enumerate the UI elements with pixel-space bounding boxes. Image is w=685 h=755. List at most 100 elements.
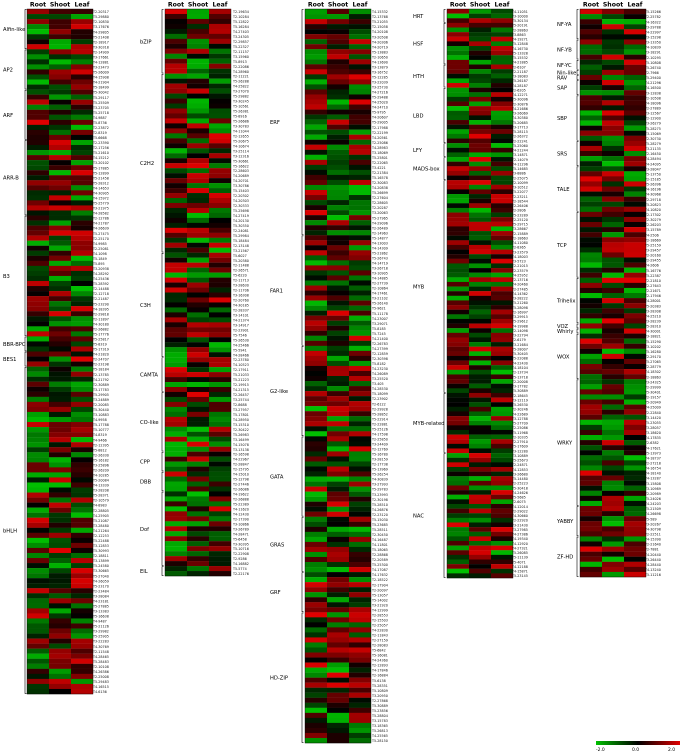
heatmap-cell: [580, 389, 602, 395]
heatmap-cell: [327, 255, 349, 261]
heatmap-cell: [49, 563, 71, 569]
heatmap-cell: [71, 542, 93, 549]
heatmap-cell: [209, 287, 231, 293]
heatmap-cell: [165, 33, 187, 39]
heatmap-cell: [187, 456, 209, 462]
heatmap-cell: [602, 196, 624, 202]
heatmap-cell: [469, 27, 491, 33]
heatmap-cell: [305, 386, 327, 392]
gene-id-label: T5-17776: [92, 332, 109, 336]
family-label: Trihelix: [556, 299, 575, 305]
gene-id-label: T2-12893: [371, 664, 388, 668]
heatmap-cell: [447, 383, 469, 389]
heatmap-cell: [187, 173, 209, 179]
gene-id-label: T5-4071: [511, 560, 526, 564]
heatmap-cell: [209, 352, 231, 358]
heatmap-cell: [71, 416, 93, 423]
heatmap-cell: [187, 193, 209, 199]
heatmap-cell: [165, 13, 187, 20]
gene-id-label: T5-29005: [371, 121, 388, 125]
heatmap-cell: [71, 286, 93, 292]
heatmap-cell: [624, 181, 646, 187]
gene-id-label: T5-25817: [92, 338, 109, 342]
heatmap-cell: [491, 476, 513, 482]
heatmap-cell: [305, 179, 327, 186]
heatmap-cell: [349, 406, 371, 412]
heatmap-cell: [327, 24, 349, 30]
gene-id-label: T2-16598: [232, 453, 249, 457]
heatmap-cell: [49, 19, 71, 25]
heatmap-cell: [187, 43, 209, 49]
gene-id-label: T5-29984: [232, 234, 249, 238]
gene-id-label: T2-23211: [511, 195, 528, 199]
heatmap-cell: [580, 556, 602, 562]
heatmap-cell: [49, 351, 71, 357]
heatmap-cell: [49, 29, 71, 35]
heatmap-cell: [187, 406, 209, 413]
heatmap-cell: [469, 110, 491, 116]
heatmap-cell: [305, 109, 327, 115]
heatmap-cell: [447, 425, 469, 431]
gene-id-label: T2-21015: [511, 264, 528, 268]
heatmap-cell: [327, 220, 349, 226]
heatmap-cell: [580, 343, 602, 349]
heatmap-cell: [71, 19, 93, 25]
heatmap-cell: [580, 242, 602, 248]
heatmap-cell: [187, 53, 209, 59]
heatmap-cell: [580, 54, 602, 60]
heatmap-cell: [165, 536, 187, 542]
heatmap-cell: [209, 33, 231, 39]
gene-id-label: T2-12900: [644, 117, 661, 121]
heatmap-cell: [49, 658, 71, 664]
heatmap-cell: [305, 245, 327, 251]
heatmap-cell: [49, 24, 71, 30]
heatmap-cell: [327, 280, 349, 286]
heatmap-cell: [327, 225, 349, 231]
heatmap-cell: [349, 370, 371, 377]
heatmap-cell: [491, 309, 513, 315]
gene-id-label: T3-405: [371, 382, 384, 386]
gene-id-label: T4-14885: [371, 277, 388, 281]
heatmap-cell: [209, 73, 231, 79]
heatmap-cell: [349, 682, 371, 688]
heatmap-cell: [491, 346, 513, 352]
gene-id-label: T5-22327: [232, 45, 249, 49]
family-label: RAV: [557, 75, 568, 81]
heatmap-cell: [187, 163, 209, 169]
heatmap-cell: [71, 482, 93, 488]
heatmap-cell: [27, 552, 49, 559]
heatmap-cell: [580, 404, 602, 410]
family-label: B3: [3, 274, 10, 280]
gene-id-label: T2-25086: [511, 426, 528, 430]
heatmap-cell: [491, 217, 513, 222]
heatmap-cell: [305, 270, 327, 276]
heatmap-cell: [349, 280, 371, 286]
heatmap-cell: [469, 420, 491, 426]
heatmap-cell: [349, 300, 371, 306]
family-label: WRKY: [557, 441, 573, 447]
heatmap-cell: [27, 280, 49, 287]
heatmap-cell: [491, 59, 513, 65]
heatmap-cell: [491, 231, 513, 236]
heatmap-cell: [327, 416, 349, 422]
gene-id-label: T5-18484: [232, 239, 249, 243]
gene-id-label: T3-28159: [371, 458, 388, 462]
heatmap-cell: [165, 546, 187, 552]
gene-id-label: T5-27040: [92, 574, 109, 578]
gene-id-label: T3-29982: [92, 630, 109, 634]
heatmap-cell: [469, 300, 491, 306]
heatmap-cell: [71, 316, 93, 322]
family-bracket: [443, 87, 446, 143]
heatmap-cell: [602, 348, 624, 355]
heatmap-cell: [165, 556, 187, 562]
gene-id-label: T3-27985: [511, 528, 528, 532]
heatmap-cell: [49, 54, 71, 60]
heatmap-cell: [602, 227, 624, 233]
gene-id-label: T3-26069: [511, 112, 528, 116]
heatmap-cell: [209, 168, 231, 174]
heatmap-cell: [327, 712, 349, 719]
heatmap-cell: [305, 577, 327, 583]
heatmap-cell: [491, 550, 513, 556]
heatmap-cell: [71, 34, 93, 40]
heatmap-cell: [491, 453, 513, 458]
